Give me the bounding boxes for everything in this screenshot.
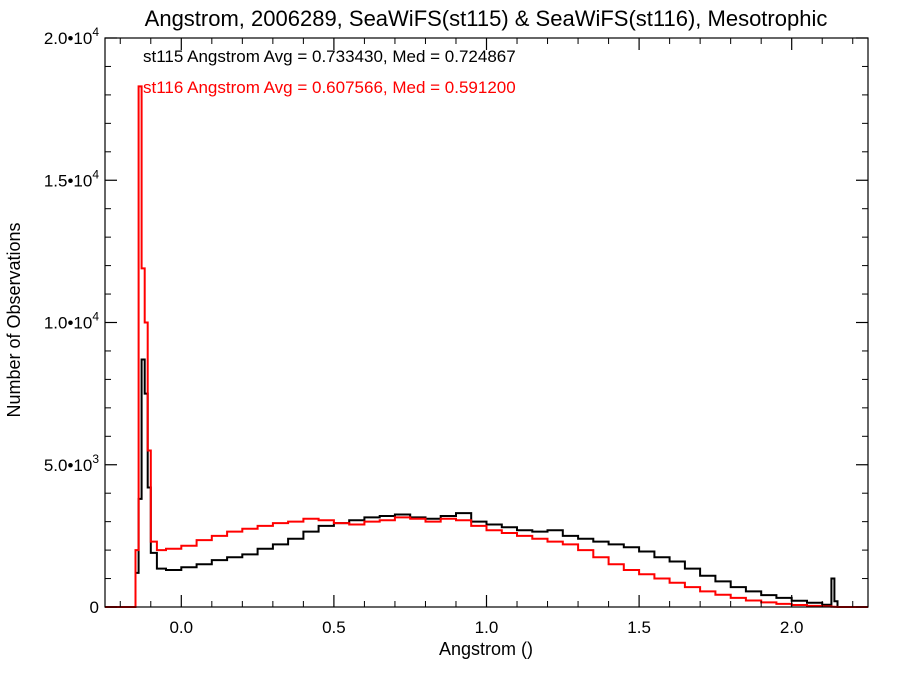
axis-ticks: 0.0 0.5 1.0 1.5 2.0 0 5.0•103 1.0•104 1.5•104 2.0… [44, 25, 868, 637]
x-tick-label-3: 1.5 [627, 618, 651, 637]
plot-series [105, 85, 868, 608]
x-tick-label-1: 0.5 [322, 618, 346, 637]
y-tick-label-4: 2.0•104 [44, 25, 100, 48]
y-tick-label-1: 5.0•103 [44, 452, 100, 475]
stats-annotation-st115: st115 Angstrom Avg = 0.733430, Med = 0.7… [143, 47, 516, 66]
series-0-line [105, 358, 868, 608]
y-tick-label-2: 1.0•104 [44, 310, 100, 333]
x-tick-label-4: 2.0 [780, 618, 804, 637]
y-tick-label-3: 1.5•104 [44, 167, 100, 190]
stats-annotation-st116: st116 Angstrom Avg = 0.607566, Med = 0.5… [143, 78, 516, 97]
x-tick-label-0: 0.0 [169, 618, 193, 637]
x-tick-label-2: 1.0 [475, 618, 499, 637]
y-tick-label-0: 0 [90, 598, 99, 617]
series-1-line [105, 85, 868, 608]
x-axis-label: Angstrom () [439, 639, 533, 659]
y-axis-label: Number of Observations [4, 222, 24, 417]
chart-title: Angstrom, 2006289, SeaWiFS(st115) & SeaW… [145, 6, 828, 31]
